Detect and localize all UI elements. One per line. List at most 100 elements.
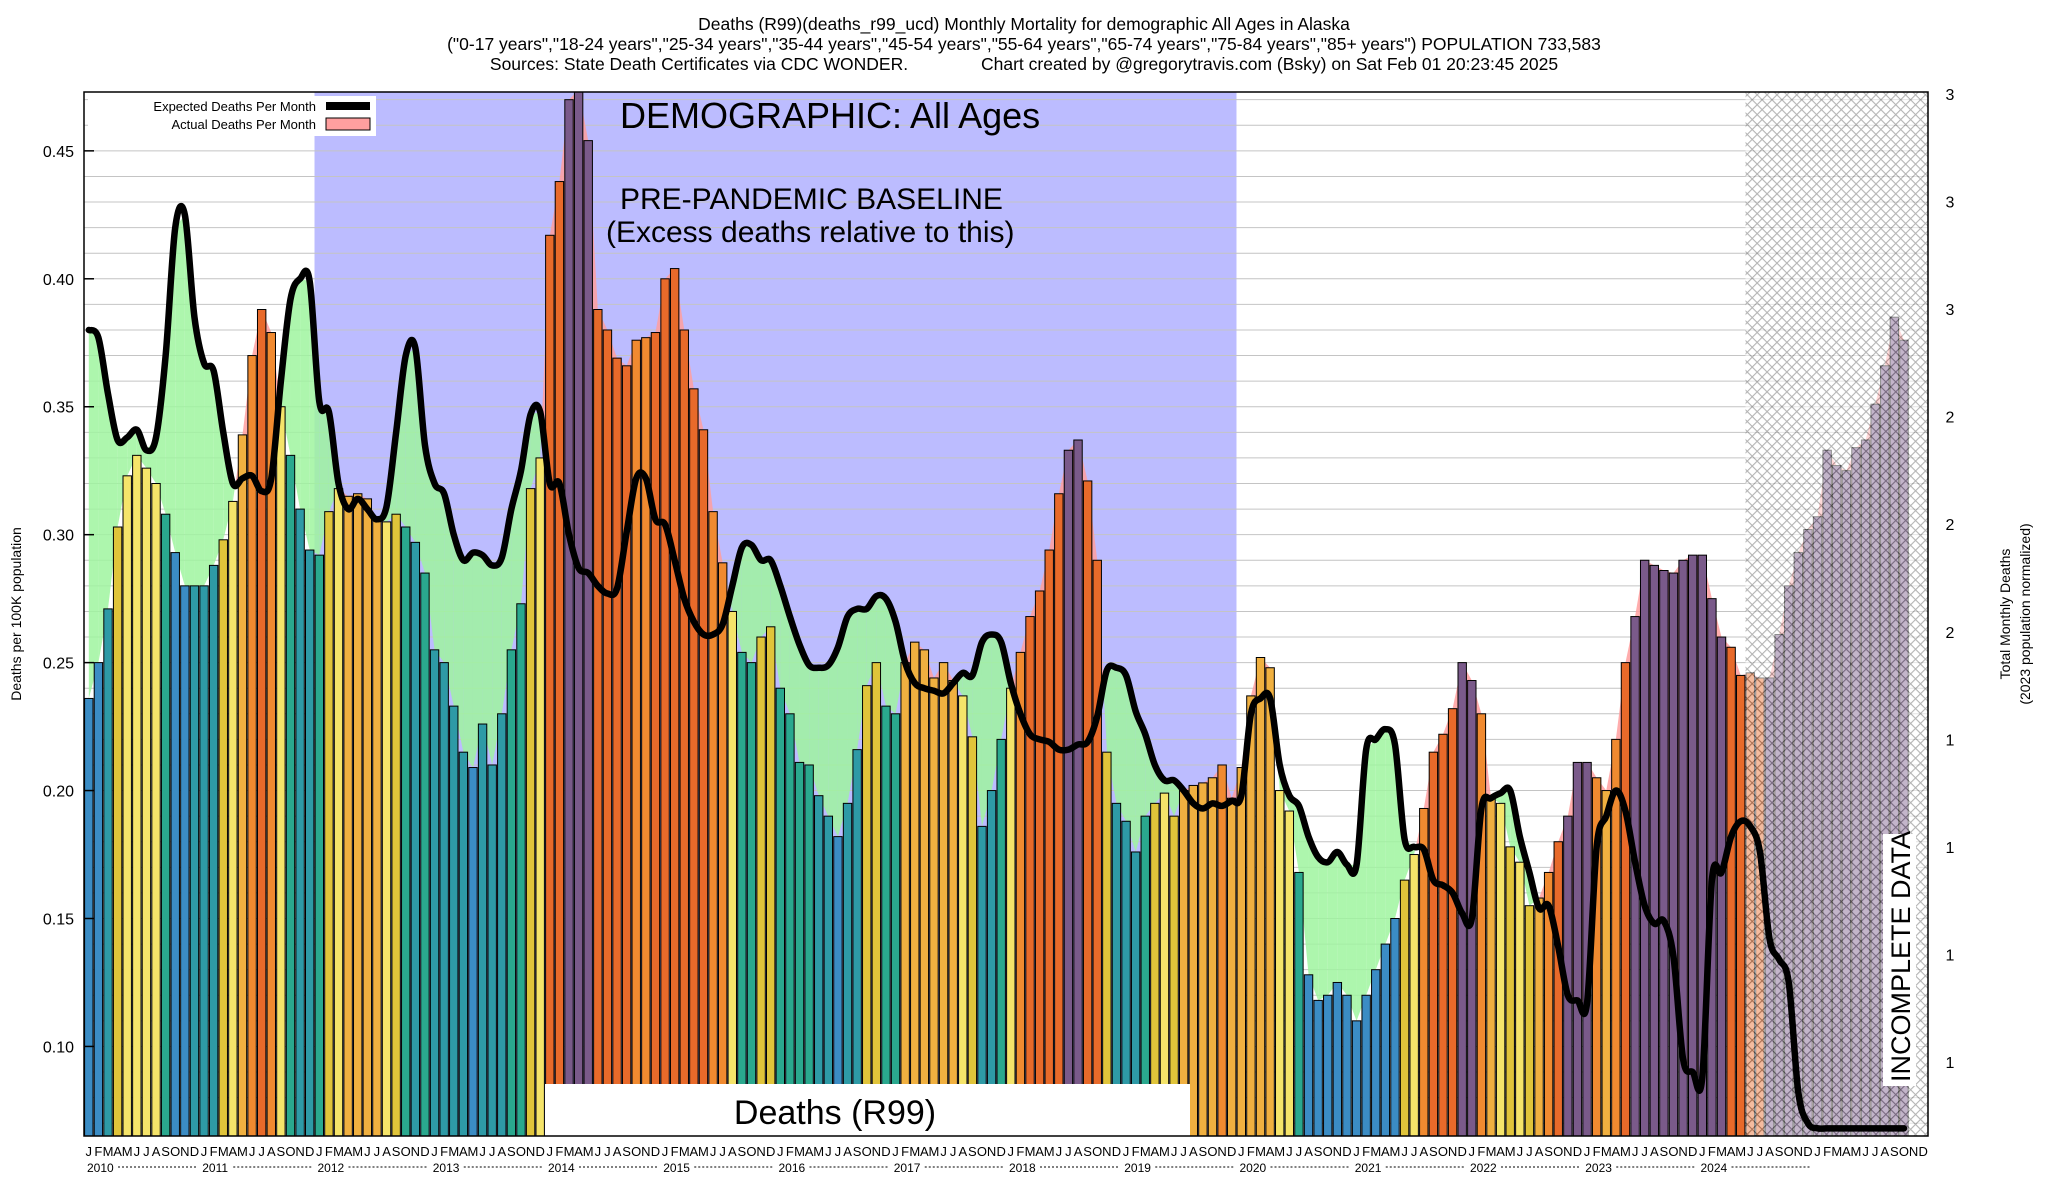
difference-area [482,555,493,765]
month-tick-label: O [401,1144,411,1159]
y-tick-label: 0.40 [43,272,74,289]
actual-deaths-bar [1294,871,1304,1136]
actual-deaths-bar [439,662,449,1136]
difference-area [1164,780,1175,817]
actual-deaths-bar [1275,790,1285,1136]
difference-area [799,644,810,765]
actual-deaths-bar [554,181,565,1136]
month-tick-label: M [1025,1144,1036,1159]
y-tick-label: 0.10 [43,1039,74,1056]
actual-deaths-bar [1121,820,1131,1136]
month-tick-label: N [1563,1144,1572,1159]
month-tick-label: M [1255,1144,1266,1159]
actual-deaths-bar [775,687,786,1136]
month-tick-label: M [813,1144,824,1159]
right-tick-label: 2 [1946,410,1955,427]
right-tick-label: 1 [1946,732,1955,749]
month-tick-label: J [1699,1144,1706,1159]
month-tick-label: J [1872,1144,1879,1159]
actual-deaths-bar [84,697,94,1136]
actual-deaths-bar [285,454,296,1136]
actual-deaths-bar [1361,994,1371,1136]
chart-header: Deaths (R99)(deaths_r99_ucd) Monthly Mor… [0,14,2048,74]
year-label: 2010 [87,1161,114,1175]
actual-deaths-bar [477,723,488,1136]
month-tick-label: J [662,1144,669,1159]
difference-area [165,227,176,553]
month-tick-label: A [613,1144,622,1159]
actual-deaths-bar [1716,636,1727,1136]
month-tick-label: O [862,1144,872,1159]
actual-deaths-bar [698,429,709,1136]
difference-area [463,552,473,768]
month-tick-label: M [1601,1144,1612,1159]
month-tick-label: J [316,1144,323,1159]
actual-deaths-bar [304,549,315,1136]
month-tick-label: J [1180,1144,1187,1159]
y-tick-label: 0.15 [43,912,74,929]
right-tick-label: 1 [1946,947,1955,964]
actual-deaths-bar [1265,667,1275,1136]
actual-deaths-bar [1572,761,1583,1136]
actual-deaths-bar [1034,590,1045,1136]
actual-deaths-bar [208,564,219,1136]
month-tick-label: D [1919,1144,1928,1159]
month-tick-label: J [547,1144,554,1159]
difference-area [828,647,838,837]
month-tick-label: M [1390,1144,1401,1159]
month-tick-label: S [277,1144,286,1159]
actual-deaths-bar [1495,802,1506,1136]
actual-deaths-bar [381,521,392,1136]
actual-deaths-bar [525,488,536,1136]
month-tick-label: N [526,1144,535,1159]
month-tick-label: M [1735,1144,1746,1159]
month-tick-label: N [1794,1144,1803,1159]
month-tick-label: A [1880,1144,1889,1159]
baseline-annotation-line2: (Excess deaths relative to this) [606,216,1015,249]
actual-deaths-bar [1553,841,1563,1136]
month-tick-label: M [1620,1144,1631,1159]
difference-area [818,665,829,817]
actual-deaths-bar [487,764,497,1136]
actual-deaths-bar [1025,616,1035,1136]
difference-area [434,483,445,663]
month-tick-label: M [679,1144,690,1159]
difference-area [415,347,425,574]
actual-deaths-bar [141,467,152,1136]
month-tick-label: A [958,1144,967,1159]
month-tick-label: J [364,1144,371,1159]
actual-deaths-bar [1044,549,1054,1136]
month-tick-label: J [1401,1144,1408,1159]
actual-deaths-bar [1486,797,1496,1136]
month-tick-label: D [305,1144,314,1159]
month-tick-label: M [103,1144,114,1159]
actual-deaths-bar [727,610,737,1136]
month-tick-label: S [1890,1144,1899,1159]
actual-deaths-bar [996,738,1006,1136]
actual-deaths-bar [545,234,555,1136]
month-tick-label: J [86,1144,93,1159]
month-tick-label: D [881,1144,890,1159]
month-tick-label: A [497,1144,506,1159]
month-tick-label: O [746,1144,756,1159]
actual-deaths-bar [410,541,421,1136]
month-tick-label: A [1266,1144,1275,1159]
actual-deaths-bar [1236,767,1247,1136]
year-label: 2014 [548,1161,575,1175]
y-axis-title-left: Deaths per 100K population [8,527,24,701]
month-tick-label: F [671,1144,679,1159]
actual-deaths-bar [862,685,872,1136]
actual-deaths-bar [1697,554,1708,1136]
year-label-bg [315,1160,348,1175]
actual-deaths-bar [765,626,776,1136]
actual-deaths-bar [372,518,382,1136]
difference-area [424,445,435,650]
year-label: 2023 [1585,1161,1612,1175]
y-axis-right: 1 1 1 1 2 2 2 3 3 3 [1946,87,1955,1072]
month-tick-label: D [766,1144,775,1159]
actual-deaths-bar [180,585,190,1136]
month-tick-label: J [258,1144,265,1159]
difference-area [751,544,762,663]
y-tick-label: 0.45 [43,144,74,161]
